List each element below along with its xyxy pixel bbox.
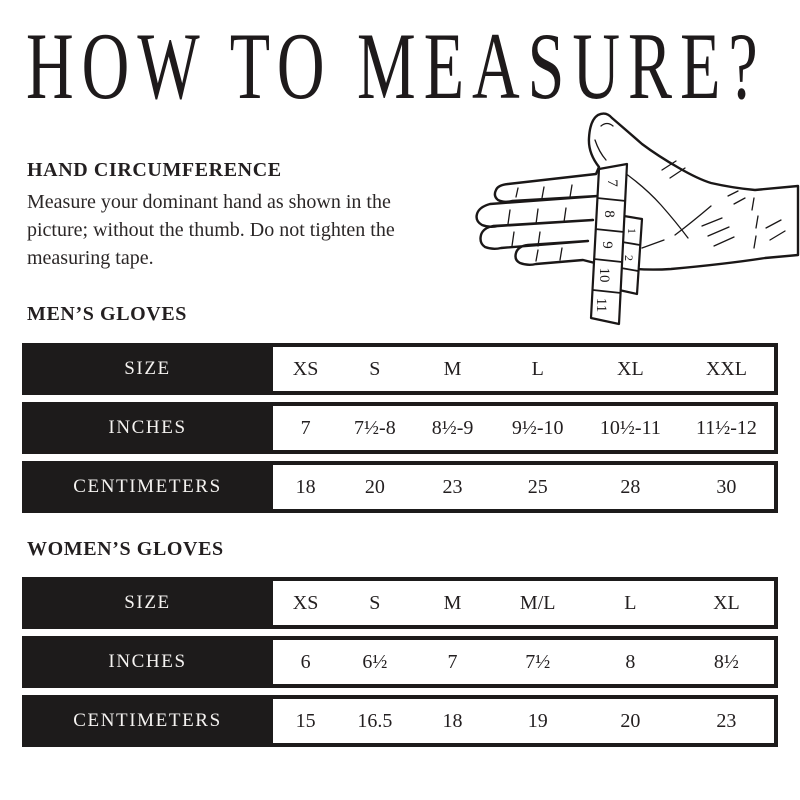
row-label: SIZE <box>124 592 171 613</box>
table-row-inches: INCHES 6 6½ 7 7½ 8 8½ <box>22 636 778 688</box>
inches-value-cell: 7 <box>300 416 311 439</box>
hand-measuring-tape-illustration: 1 2 7 8 9 10 11 <box>475 112 800 326</box>
cm-value-cell: 25 <box>527 475 548 498</box>
row-values: 18 20 23 25 28 30 <box>273 465 774 509</box>
womens-size-table: SIZE XS S M M/L L XL INCHES 6 6½ 7 7½ 8 … <box>22 577 778 754</box>
inches-value-cell: 8 <box>625 650 636 673</box>
cm-value-cell: 23 <box>442 475 463 498</box>
size-value-cell: L <box>531 357 544 380</box>
tape-number: 11 <box>593 298 609 312</box>
size-value-cell: XL <box>617 357 644 380</box>
tape-number: 9 <box>599 241 615 249</box>
tape-number: 8 <box>601 210 617 218</box>
inches-value-cell: 8½-9 <box>431 416 474 439</box>
table-row-inches: INCHES 7 7½-8 8½-9 9½-10 10½-11 11½-12 <box>22 402 778 454</box>
tape-overlap-number: 2 <box>622 255 636 261</box>
table-row-centimeters: CENTIMETERS 18 20 23 25 28 30 <box>22 461 778 513</box>
inches-value-cell: 6 <box>300 650 311 673</box>
size-value-cell: S <box>369 591 381 614</box>
inches-value-cell: 6½ <box>362 650 388 673</box>
instruction-line: measuring tape. <box>27 247 154 269</box>
inches-value-cell: 7 <box>447 650 458 673</box>
hand-circumference-heading: HAND CIRCUMFERENCE <box>27 159 282 181</box>
cm-value-cell: 19 <box>527 709 548 732</box>
inches-value-cell: 9½-10 <box>511 416 564 439</box>
cm-value-cell: 20 <box>364 475 385 498</box>
inches-value-cell: 11½-12 <box>695 416 757 439</box>
shading-hatch-lines <box>641 160 786 249</box>
palm-crease <box>674 205 712 236</box>
row-values: XS S M M/L L XL <box>273 581 774 625</box>
inches-value-cell: 10½-11 <box>599 416 661 439</box>
inches-value-cell: 8½ <box>713 650 739 673</box>
cm-value-cell: 16.5 <box>357 709 393 732</box>
cm-value-cell: 20 <box>620 709 641 732</box>
size-value-cell: L <box>624 591 637 614</box>
size-value-cell: M <box>443 591 462 614</box>
table-row-size: SIZE XS S M L XL XXL <box>22 343 778 395</box>
size-value-cell: S <box>369 357 381 380</box>
thumb-inner-line <box>594 139 607 161</box>
row-label: INCHES <box>108 651 187 672</box>
inches-value-cell: 7½ <box>525 650 551 673</box>
size-value-cell: XS <box>292 591 319 614</box>
tape-number: 7 <box>604 179 620 187</box>
tape-number: 10 <box>596 268 612 283</box>
measuring-tape: 7 8 9 10 11 <box>589 162 629 326</box>
finger-crease-lines <box>507 184 573 262</box>
cm-value-cell: 15 <box>295 709 316 732</box>
size-value-cell: XXL <box>705 357 747 380</box>
hand-measure-instructions: Measure your dominant hand as shown in t… <box>27 188 395 272</box>
inches-value-cell: 7½-8 <box>354 416 396 439</box>
mens-size-table: SIZE XS S M L XL XXL INCHES 7 7½-8 8½-9 … <box>22 343 778 520</box>
tape-overlap-number: 1 <box>625 228 639 234</box>
row-label: CENTIMETERS <box>73 710 222 731</box>
cm-value-cell: 18 <box>442 709 463 732</box>
mens-gloves-heading: MEN’S GLOVES <box>27 303 188 325</box>
cm-value-cell: 30 <box>716 475 737 498</box>
instruction-line: picture; without the thumb. Do not tight… <box>27 219 395 241</box>
cm-value-cell: 18 <box>295 475 316 498</box>
row-values: 6 6½ 7 7½ 8 8½ <box>273 640 774 684</box>
row-values: 15 16.5 18 19 20 23 <box>273 699 774 743</box>
size-value-cell: M/L <box>519 591 556 614</box>
page-title: HOW TO MEASURE? <box>26 14 766 120</box>
cm-value-cell: 28 <box>620 475 641 498</box>
row-values: 7 7½-8 8½-9 9½-10 10½-11 11½-12 <box>273 406 774 450</box>
cm-value-cell: 23 <box>716 709 737 732</box>
instruction-line: Measure your dominant hand as shown in t… <box>27 191 391 213</box>
row-label: SIZE <box>124 358 171 379</box>
hand-outline <box>475 112 800 271</box>
row-values: XS S M L XL XXL <box>273 347 774 391</box>
womens-gloves-heading: WOMEN’S GLOVES <box>27 538 224 560</box>
table-row-size: SIZE XS S M M/L L XL <box>22 577 778 629</box>
size-value-cell: XL <box>713 591 740 614</box>
thumb-web-crease <box>617 167 689 239</box>
row-label: CENTIMETERS <box>73 476 222 497</box>
size-value-cell: XS <box>292 357 319 380</box>
thumbnail-line <box>600 122 614 127</box>
size-value-cell: M <box>443 357 462 380</box>
table-row-centimeters: CENTIMETERS 15 16.5 18 19 20 23 <box>22 695 778 747</box>
row-label: INCHES <box>108 417 187 438</box>
